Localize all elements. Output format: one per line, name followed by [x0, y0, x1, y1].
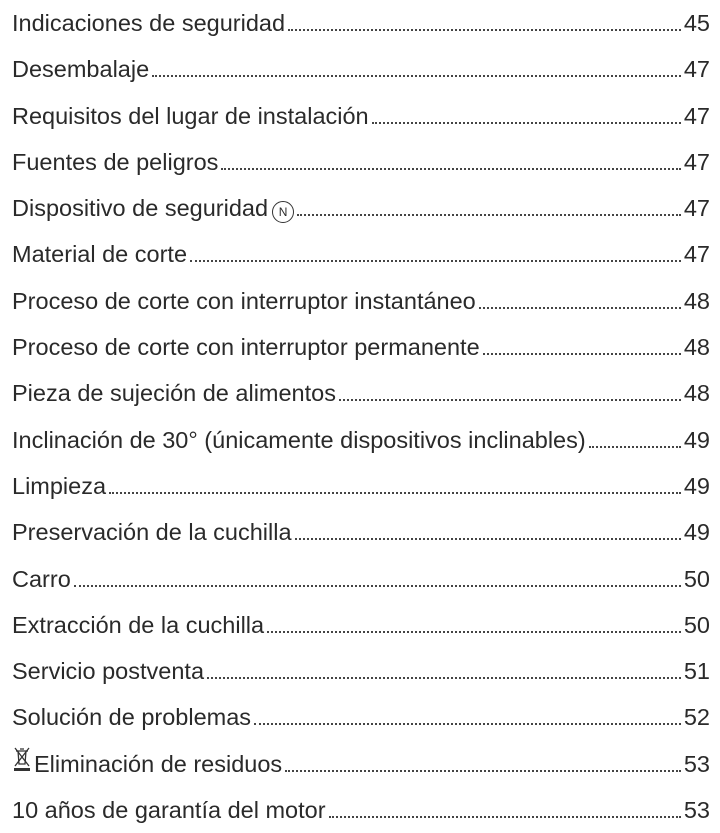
- dot-leader: [588, 445, 681, 448]
- dot-leader: [297, 214, 681, 217]
- page-number: 52: [683, 704, 710, 731]
- dot-leader: [267, 630, 681, 633]
- page-number: 49: [683, 472, 710, 499]
- page-number: 49: [683, 519, 710, 546]
- page-number: 45: [683, 10, 710, 36]
- page-number: 48: [683, 287, 710, 314]
- toc-entry: Pieza de sujeción de alimentos 48: [12, 370, 710, 416]
- toc-entry: Indicaciones de seguridad 45: [12, 0, 710, 46]
- entry-title: Indicaciones de seguridad: [12, 10, 286, 36]
- page-number: 48: [683, 380, 710, 407]
- dot-leader: [207, 677, 681, 680]
- dot-leader: [109, 491, 681, 494]
- page-number: 47: [683, 241, 710, 268]
- entry-title: Solución de problemas: [12, 704, 252, 731]
- entry-title: Proceso de corte con interruptor permane…: [12, 334, 480, 361]
- page-number: 53: [683, 750, 710, 777]
- toc-entry: Inclinación de 30° (únicamente dispositi…: [12, 417, 710, 463]
- page-number: 49: [683, 426, 710, 453]
- entry-title: Desembalaje: [12, 56, 150, 83]
- entry-title: Extracción de la cuchilla: [12, 611, 265, 638]
- toc-entry: Preservación de la cuchilla 49: [12, 509, 710, 555]
- toc-entry: Fuentes de peligros 47: [12, 139, 710, 185]
- dot-leader: [285, 769, 681, 772]
- entry-title: Inclinación de 30° (únicamente dispositi…: [12, 426, 586, 453]
- entry-title: Carro: [12, 565, 71, 592]
- entry-title: Eliminación de residuos: [34, 750, 283, 777]
- toc-entry: Servicio postventa 51: [12, 648, 710, 694]
- dot-leader: [73, 584, 681, 587]
- entry-title: Proceso de corte con interruptor instant…: [12, 287, 476, 314]
- toc-entry: 10 años de garantía del motor 53: [12, 787, 710, 833]
- entry-title: Fuentes de peligros: [12, 148, 219, 175]
- entry-title: Preservación de la cuchilla: [12, 519, 292, 546]
- entry-title: Dispositivo de seguridad: [12, 195, 269, 222]
- entry-title: Material de corte: [12, 241, 188, 268]
- toc-entry: Dispositivo de seguridad N 47: [12, 185, 710, 231]
- table-of-contents: Indicaciones de seguridad 45 Desembalaje 47…: [12, 0, 710, 833]
- toc-entry: Material de corte 47: [12, 231, 710, 277]
- page-number: 47: [683, 56, 710, 83]
- page-number: 50: [683, 611, 710, 638]
- entry-title: Requisitos del lugar de instalación: [12, 102, 369, 129]
- dot-leader: [294, 538, 681, 541]
- entry-icon: N: [272, 201, 295, 224]
- page-number: 50: [683, 565, 710, 592]
- dot-leader: [152, 75, 681, 78]
- toc-entry: Eliminación de residuos 53: [12, 741, 710, 787]
- dot-leader: [371, 121, 681, 124]
- toc-entry: Proceso de corte con interruptor instant…: [12, 278, 710, 324]
- dot-leader: [338, 399, 681, 402]
- page-number: 48: [683, 334, 710, 361]
- dot-leader: [478, 306, 681, 309]
- dot-leader: [221, 167, 681, 170]
- page-number: 51: [683, 658, 710, 685]
- dot-leader: [254, 723, 681, 726]
- disposal-icon: [14, 747, 30, 771]
- dot-leader: [288, 29, 681, 31]
- toc-entry: Proceso de corte con interruptor permane…: [12, 324, 710, 370]
- entry-title: Pieza de sujeción de alimentos: [12, 380, 336, 407]
- entry-title: 10 años de garantía del motor: [12, 797, 326, 824]
- dot-leader: [328, 816, 681, 819]
- dot-leader: [190, 260, 681, 263]
- toc-entry: Requisitos del lugar de instalación 47: [12, 93, 710, 139]
- toc-entry: Extracción de la cuchilla 50: [12, 602, 710, 648]
- toc-entry: Desembalaje 47: [12, 46, 710, 92]
- dot-leader: [482, 353, 681, 356]
- toc-entry: Carro 50: [12, 556, 710, 602]
- entry-title: Limpieza: [12, 472, 107, 499]
- entry-title: Servicio postventa: [12, 658, 205, 685]
- page-number: 53: [683, 797, 710, 824]
- toc-entry: Solución de problemas 52: [12, 694, 710, 740]
- toc-entry: Limpieza 49: [12, 463, 710, 509]
- page-number: 47: [683, 102, 710, 129]
- page-number: 47: [683, 148, 710, 175]
- page-number: 47: [683, 195, 710, 222]
